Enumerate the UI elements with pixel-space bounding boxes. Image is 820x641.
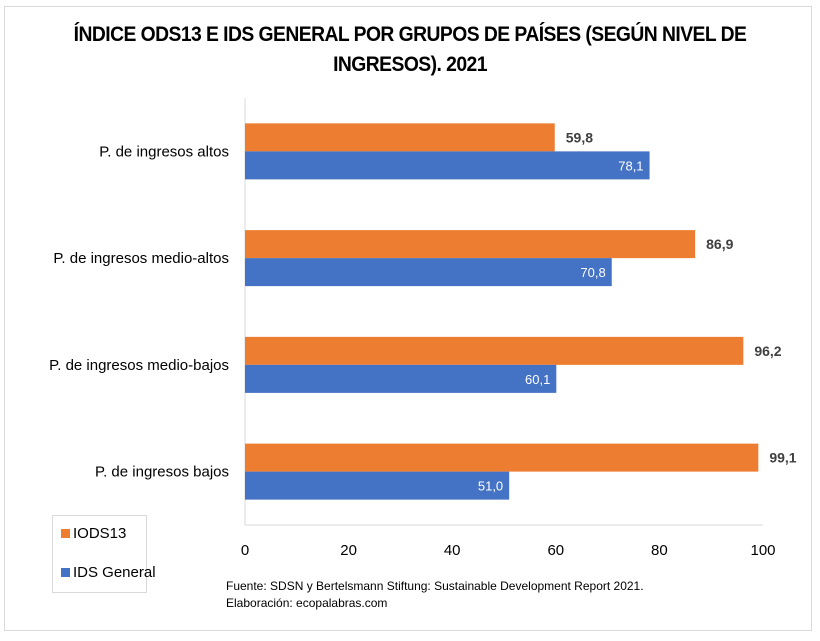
data-label-ids-general: 70,8 (580, 265, 605, 280)
data-label-ids-general: 51,0 (478, 479, 503, 494)
x-tick-label: 80 (651, 542, 668, 559)
legend: IODS13 IDS General (52, 515, 156, 593)
legend-label-ids-general: IDS General (73, 564, 156, 581)
bars (245, 123, 759, 500)
chart-title-line-2: INGRESOS). 2021 (333, 53, 487, 76)
bar-iods13 (245, 443, 759, 472)
chart-frame (4, 6, 812, 631)
source-note: Fuente: SDSN y Bertelsmann Stiftung: Sus… (226, 578, 644, 612)
chart-title: ÍNDICE ODS13 E IDS GENERAL POR GRUPOS DE… (70, 20, 751, 80)
category-label: P. de ingresos medio-bajos (49, 357, 229, 374)
data-label-iods13: 96,2 (754, 343, 781, 359)
legend-item-iods13: IODS13 (61, 525, 126, 542)
chart-title-line-1: ÍNDICE ODS13 E IDS GENERAL POR GRUPOS DE… (73, 23, 747, 46)
legend-swatch-ids-general (61, 568, 70, 577)
data-label-iods13: 99,1 (769, 450, 796, 466)
bar-ids-general (245, 364, 557, 393)
credit-line: Elaboración: ecopalabras.com (226, 596, 388, 610)
x-tick-label: 60 (547, 542, 564, 559)
data-label-ids-general: 78,1 (618, 158, 643, 173)
data-label-iods13: 86,9 (706, 236, 733, 252)
x-tick-label: 20 (340, 542, 357, 559)
bar-iods13 (245, 336, 744, 365)
legend-label-iods13: IODS13 (73, 525, 127, 542)
data-label-iods13: 59,8 (566, 129, 593, 145)
legend-item-ids-general: IDS General (61, 564, 156, 581)
source-line: Fuente: SDSN y Bertelsmann Stiftung: Sus… (226, 579, 644, 593)
category-label: P. de ingresos medio-altos (53, 250, 229, 267)
bar-iods13 (245, 230, 696, 259)
bar-ids-general (245, 151, 650, 180)
category-label: P. de ingresos bajos (95, 464, 229, 481)
category-label: P. de ingresos altos (99, 143, 229, 160)
data-label-ids-general: 60,1 (525, 372, 550, 387)
x-tick-label: 0 (241, 542, 249, 559)
x-tick-label: 40 (444, 542, 461, 559)
legend-swatch-iods13 (61, 529, 70, 538)
bar-ids-general (245, 471, 510, 500)
bar-iods13 (245, 123, 555, 152)
labels: P. de ingresos altos 59,8 78,1 P. de ingres… (49, 129, 797, 493)
bar-ids-general (245, 258, 612, 287)
x-tick-label: 100 (750, 542, 775, 559)
